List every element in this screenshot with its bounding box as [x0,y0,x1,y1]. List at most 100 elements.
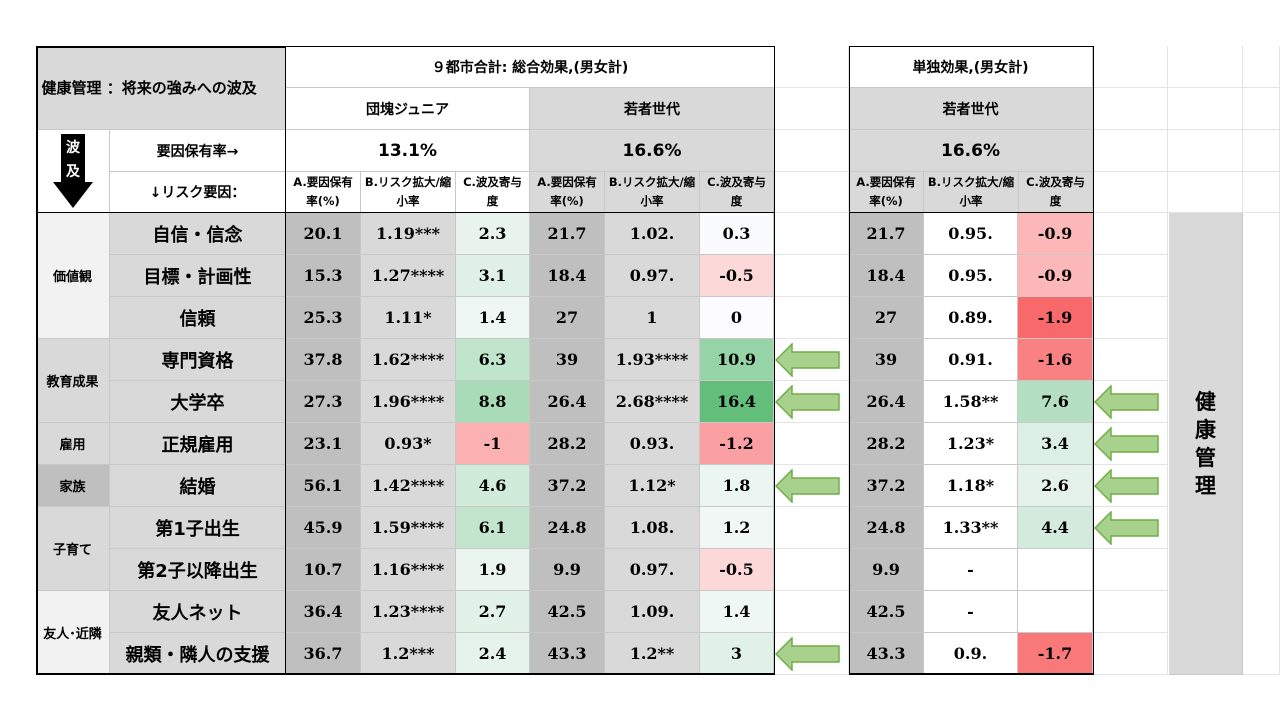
young-A-text: 18.4 [547,266,587,285]
young-B-text: 1.2** [629,644,675,663]
rate-label-text: 要因保有率→ [156,143,239,160]
group-label-text: 子育て [52,543,92,558]
table-border [1093,46,1094,675]
empty-cell [1243,130,1280,172]
young-C-text: 16.4 [717,392,756,411]
factor-label-text: 結婚 [179,476,216,498]
left-arrow-icon [775,385,840,419]
solo-B-text: 0.95. [948,224,993,243]
dankai-B-text: 1.23**** [371,602,445,621]
empty-cell [1093,423,1168,465]
empty-cell [1093,339,1168,381]
empty-cell [775,88,849,130]
young-C-text: 1.4 [722,602,751,621]
factor-label: 友人ネット [110,591,286,633]
dankai-A-text: 36.7 [303,644,343,663]
young-C: 10.9 [700,339,774,381]
empty-cell [1168,172,1243,213]
solo-colC-header: C.波及寄与度 [1019,172,1093,213]
dankai-C-text: 2.3 [478,224,507,243]
young-A-text: 39 [555,350,579,369]
young-B: 1.93**** [605,339,700,381]
solo-B-text: 1.18* [946,476,995,495]
table-border [774,46,775,675]
dankai-B-text: 0.93* [384,434,432,453]
dankai-C: 2.7 [456,591,530,633]
dankai-colB-header: B.リスク拡大/縮小率 [361,172,456,213]
left-arrow-icon [1094,427,1159,461]
young-C: -0.5 [700,255,774,297]
side-label: 健康管理 [1169,213,1243,675]
young-A: 26.4 [530,381,605,423]
solo-C: -1.9 [1018,297,1093,339]
solo-B-text: 0.89. [948,308,993,327]
young-A-text: 26.4 [547,392,587,411]
young-B: 1.2** [605,633,700,675]
dankai-B: 1.19*** [361,213,456,255]
young-A: 9.9 [530,549,605,591]
solo-C: 7.6 [1018,381,1093,423]
empty-cell [1093,213,1168,255]
solo-C-text: 4.4 [1041,518,1069,537]
section-total-header: ９都市合計: 総合効果,(男女計) [286,46,775,88]
table-border [36,212,775,213]
table-border [36,46,38,675]
young-C: 3 [700,633,774,675]
table-border [849,46,850,675]
factor-label-text: 目標・計画性 [143,266,252,288]
young-B-text: 1.02. [629,224,675,243]
dankai-C-text: 1.9 [478,560,507,579]
empty-cell [775,130,849,172]
dankai-C-text: 4.6 [478,476,507,495]
young-C: 1.8 [700,465,774,507]
young-A: 27 [530,297,605,339]
group-dankai-header: 団塊ジュニア [286,88,530,130]
young-colC-header: C.波及寄与度 [700,172,774,213]
empty-cell [1093,591,1168,633]
young-A: 37.2 [530,465,605,507]
group-young-solo-header-text: 若者世代 [942,101,999,118]
group-label-text: 価値観 [52,270,92,285]
young-A: 39 [530,339,605,381]
solo-B-text: 0.9. [953,644,988,663]
solo-A: 39 [849,339,924,381]
dankai-C-text: 8.8 [478,392,507,411]
left-arrow-icon [1094,385,1159,419]
dankai-B-text: 1.62**** [371,350,445,369]
group-label: 雇用 [36,423,110,465]
group-label: 家族 [36,465,110,507]
dankai-B-text: 1.16**** [371,560,445,579]
dankai-C: 2.4 [456,633,530,675]
dankai-B-text: 1.42**** [371,476,445,495]
table-border [849,673,1093,675]
dankai-A-text: 20.1 [303,224,343,243]
empty-cell [775,255,849,297]
empty-cell [1093,130,1168,172]
solo-C: -0.9 [1018,255,1093,297]
rate-young-solo: 16.6% [849,130,1093,172]
empty-cell [775,339,849,381]
dankai-C: 6.1 [456,507,530,549]
solo-C-text: -0.9 [1037,266,1073,285]
factor-label: 信頼 [110,297,286,339]
solo-A-text: 28.2 [866,434,906,453]
young-B-text: 1.93**** [615,350,689,369]
solo-A-text: 39 [874,350,898,369]
empty-cell [775,465,849,507]
solo-A: 37.2 [849,465,924,507]
empty-cell [1093,381,1168,423]
young-B-text: 0.93. [629,434,675,453]
left-arrow-icon [1094,469,1159,503]
solo-A-text: 21.7 [866,224,906,243]
empty-cell [1093,465,1168,507]
table-title-text: 健康管理 ：将来の強みへの波及 [41,78,257,97]
dankai-B: 1.96**** [361,381,456,423]
young-colA-header: A.要因保有率(%) [530,172,605,213]
solo-colA-header-text: A.要因保有率(%) [856,175,916,208]
factor-label: 第1子出生 [110,507,286,549]
young-C-text: 0 [730,308,743,327]
side-label-text: 健康管理 [1195,389,1216,498]
dankai-B-text: 1.27**** [371,266,445,285]
dankai-A: 36.4 [286,591,361,633]
dankai-C-text: 3.1 [478,266,507,285]
